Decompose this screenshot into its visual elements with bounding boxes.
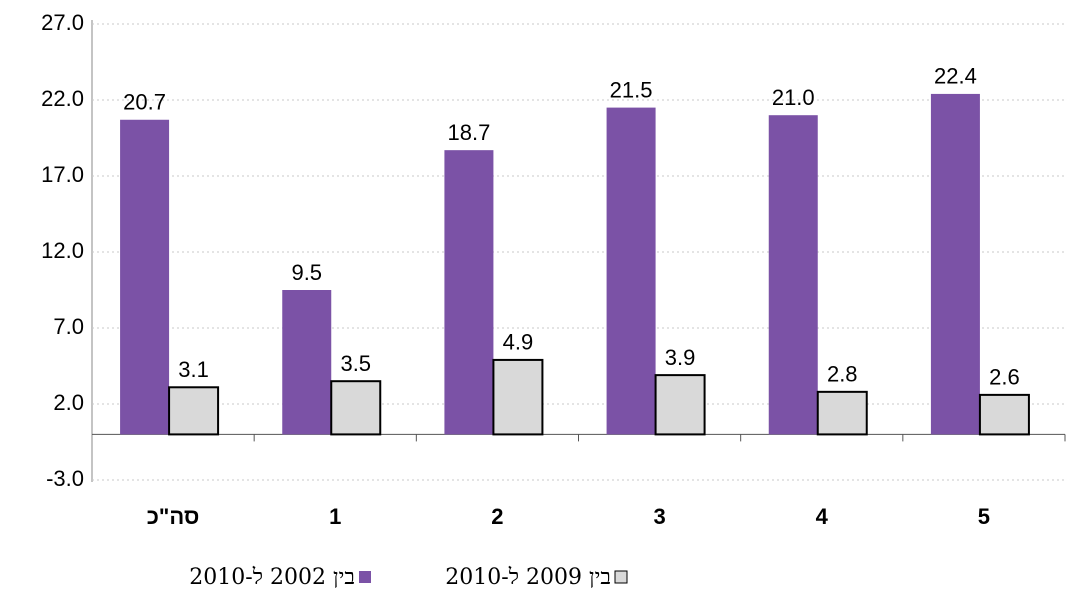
legend-label: בין 2002 ל-2010: [189, 565, 355, 590]
value-label: 2.8: [827, 362, 858, 387]
bar: [492, 358, 544, 436]
legend-swatch: [614, 570, 628, 584]
y-tick-label: 17.0: [41, 162, 84, 187]
y-tick-label: 22.0: [41, 86, 84, 111]
value-label: 3.9: [665, 345, 696, 370]
x-tick-label: 4: [816, 504, 829, 529]
value-label: 20.7: [123, 90, 166, 115]
value-label: 21.0: [772, 85, 815, 110]
value-label: 3.1: [178, 357, 209, 382]
x-tick-label: 3: [653, 504, 665, 529]
x-tick-label: סה"כ: [147, 504, 200, 529]
x-tick-label: 1: [329, 504, 341, 529]
y-tick-label: 7.0: [53, 314, 84, 339]
value-label: 2.6: [989, 365, 1020, 390]
bar: [606, 107, 656, 435]
value-label: 18.7: [448, 120, 491, 145]
bar: [330, 380, 382, 436]
bar: [282, 290, 332, 435]
value-label: 9.5: [291, 260, 322, 285]
y-tick-label: 12.0: [41, 238, 84, 263]
bar: [120, 119, 170, 435]
value-label: 4.9: [503, 330, 534, 355]
value-label: 22.4: [934, 64, 977, 89]
bar: [444, 150, 494, 435]
bar: [978, 393, 1030, 436]
bar: [930, 93, 980, 435]
bar: [816, 390, 868, 436]
value-label: 21.5: [610, 77, 653, 102]
y-tick-label: 2.0: [53, 390, 84, 415]
x-tick-label: 5: [978, 504, 990, 529]
bar: [168, 386, 220, 436]
y-tick-label: -3.0: [46, 466, 84, 491]
legend-label: בין 2009 ל-2010: [445, 565, 611, 590]
bar: [654, 374, 706, 436]
value-label: 3.5: [340, 351, 371, 376]
y-tick-label: 27.0: [41, 10, 84, 35]
x-tick-label: 2: [491, 504, 503, 529]
bar: [768, 115, 818, 435]
legend-swatch: [359, 571, 371, 583]
